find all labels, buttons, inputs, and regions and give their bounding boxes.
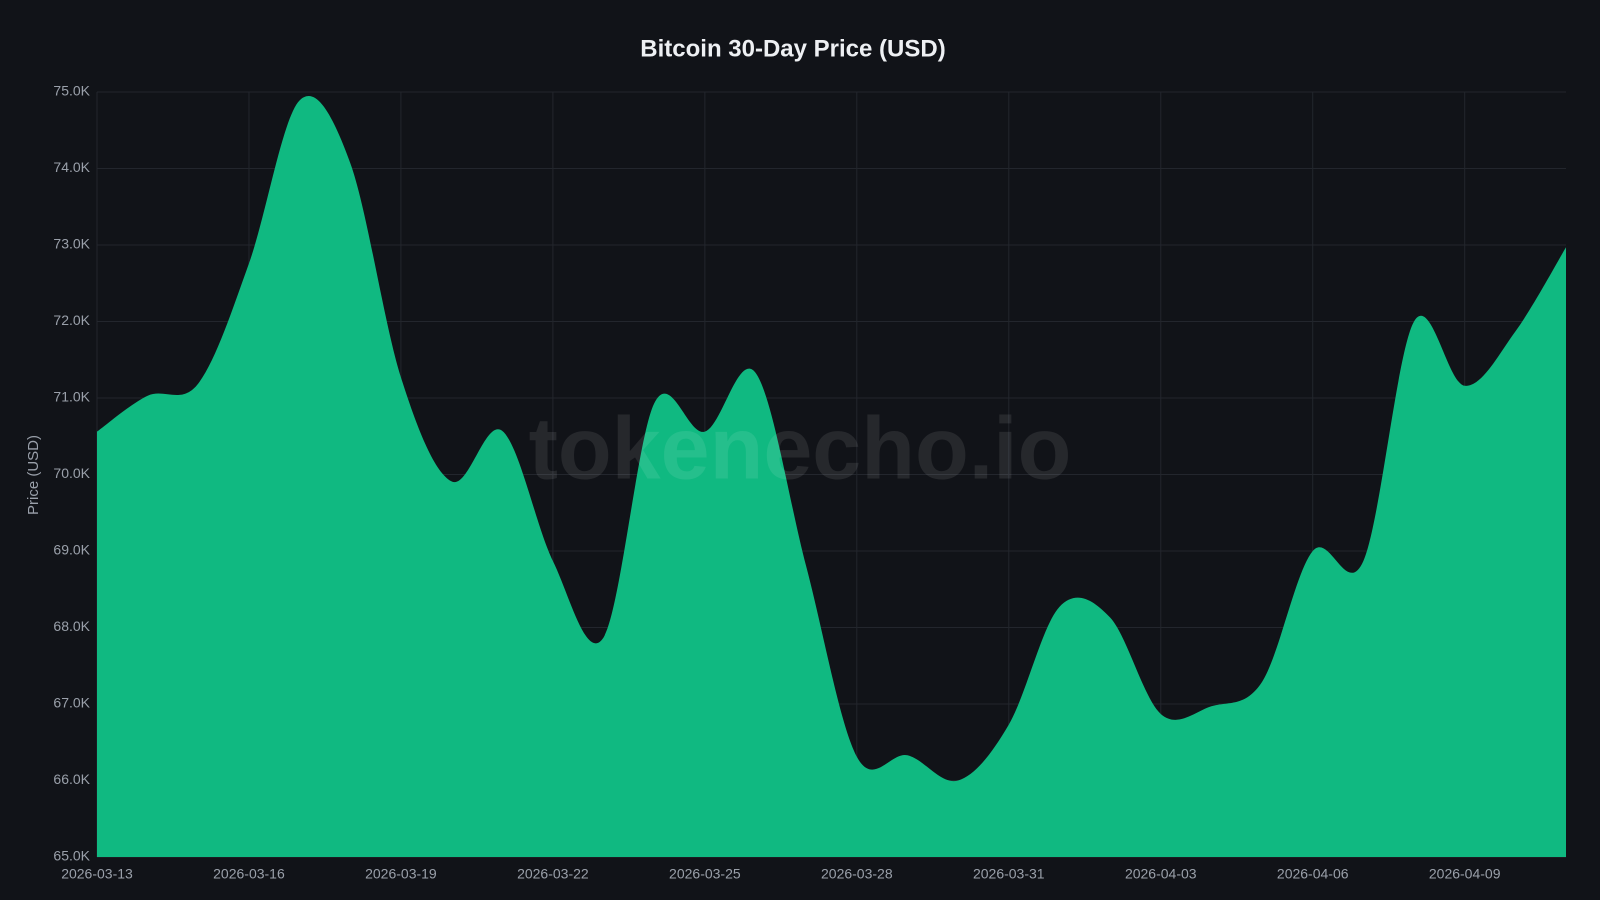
y-axis-title: Price (USD) xyxy=(25,435,42,515)
y-tick-label: 75.0K xyxy=(53,83,90,99)
y-tick-label: 73.0K xyxy=(53,236,90,252)
watermark: tokenecho.io xyxy=(529,398,1072,497)
y-tick-label: 72.0K xyxy=(53,312,90,328)
ticks: 65.0K 66.0K 67.0K 68.0K 69.0K 70.0K 71.0K 72.0K… xyxy=(53,83,1500,882)
y-tick-label: 69.0K xyxy=(53,542,90,558)
x-tick-label: 2026-04-09 xyxy=(1429,866,1501,882)
y-tick-label: 74.0K xyxy=(53,159,90,175)
y-tick-label: 70.0K xyxy=(53,465,90,481)
price-area xyxy=(97,96,1566,858)
y-tick-label: 66.0K xyxy=(53,771,90,787)
x-tick-label: 2026-03-13 xyxy=(61,866,133,882)
y-tick-label: 67.0K xyxy=(53,695,90,711)
x-tick-label: 2026-04-03 xyxy=(1125,866,1197,882)
x-tick-label: 2026-03-28 xyxy=(821,866,893,882)
y-tick-label: 68.0K xyxy=(53,618,90,634)
plot-area xyxy=(97,96,1566,858)
x-tick-label: 2026-04-06 xyxy=(1277,866,1349,882)
x-tick-label: 2026-03-16 xyxy=(213,866,285,882)
y-tick-label: 65.0K xyxy=(53,848,90,864)
x-tick-label: 2026-03-19 xyxy=(365,866,437,882)
y-tick-label: 71.0K xyxy=(53,389,90,405)
chart-title: Bitcoin 30-Day Price (USD) xyxy=(640,35,945,62)
x-tick-label: 2026-03-22 xyxy=(517,866,589,882)
x-tick-label: 2026-03-25 xyxy=(669,866,741,882)
x-tick-label: 2026-03-31 xyxy=(973,866,1045,882)
